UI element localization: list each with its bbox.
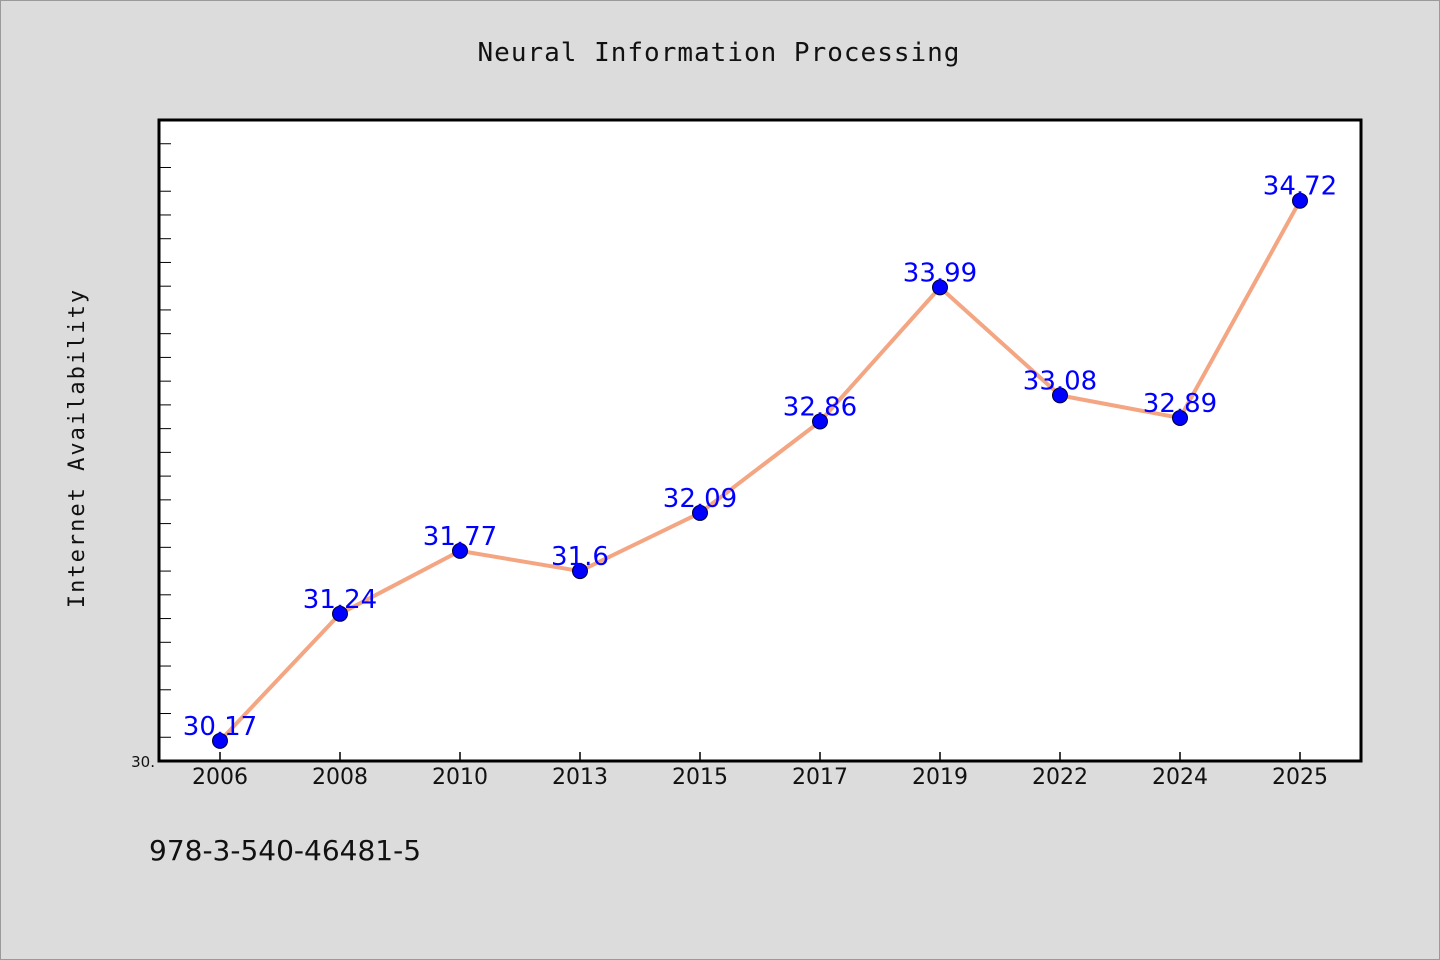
data-label: 32.86 <box>783 393 857 423</box>
x-tick-label: 2025 <box>1272 765 1328 790</box>
x-axis-ticks: 2006 2008 2010 2013 2015 2017 2019 2022 2024 2025 <box>192 752 1328 790</box>
plot-area <box>159 120 1361 761</box>
data-point <box>692 504 708 521</box>
x-tick-label: 2017 <box>792 765 848 790</box>
series-group: 30.17 31.24 31.77 31.6 32.09 32.86 33.99 33.08 3… <box>183 172 1337 749</box>
y-tick-label: 30. <box>131 753 155 771</box>
plot-border <box>157 118 1363 763</box>
data-label: 34.72 <box>1263 172 1337 202</box>
data-label: 33.08 <box>1023 366 1097 396</box>
x-tick-label: 2013 <box>552 765 608 790</box>
x-tick-label: 2008 <box>312 765 368 790</box>
x-tick-label: 2019 <box>912 765 968 790</box>
data-label: 32.89 <box>1143 389 1217 419</box>
data-label: 30.17 <box>183 712 257 742</box>
y-axis-label: Internet Availability <box>65 288 90 608</box>
data-point <box>212 732 228 749</box>
x-tick-label: 2015 <box>672 765 728 790</box>
data-point <box>572 563 588 580</box>
data-label: 31.6 <box>551 542 609 572</box>
y-axis-ticks: 30. <box>131 143 171 771</box>
data-point <box>1052 387 1068 404</box>
data-point <box>452 542 468 559</box>
chart-title: Neural Information Processing <box>478 38 961 68</box>
data-label: 31.24 <box>303 585 377 615</box>
x-tick-label: 2010 <box>432 765 488 790</box>
data-point <box>1172 409 1188 426</box>
data-point <box>1292 192 1308 209</box>
x-tick-label: 2022 <box>1032 765 1088 790</box>
x-tick-label: 2006 <box>192 765 248 790</box>
data-label: 31.77 <box>423 522 497 552</box>
data-label: 33.99 <box>903 258 977 288</box>
data-point <box>932 279 948 296</box>
data-point <box>812 413 828 430</box>
data-label: 32.09 <box>663 484 737 514</box>
x-tick-label: 2024 <box>1152 765 1208 790</box>
data-point <box>332 605 348 622</box>
series-line <box>218 199 1302 743</box>
footer-code: 978-3-540-46481-5 <box>149 834 422 867</box>
